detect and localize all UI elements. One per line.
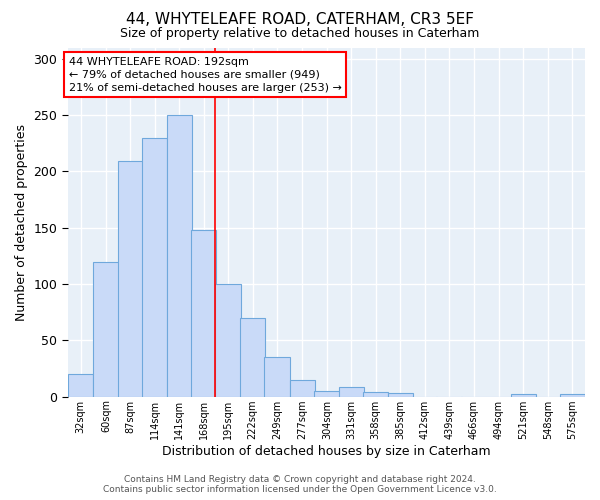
- Text: 44, WHYTELEAFE ROAD, CATERHAM, CR3 5EF: 44, WHYTELEAFE ROAD, CATERHAM, CR3 5EF: [126, 12, 474, 28]
- Bar: [191, 230, 217, 396]
- Bar: [388, 394, 413, 396]
- Bar: [142, 138, 167, 396]
- Bar: [338, 386, 364, 396]
- Bar: [363, 392, 388, 396]
- Text: 44 WHYTELEAFE ROAD: 192sqm
← 79% of detached houses are smaller (949)
21% of sem: 44 WHYTELEAFE ROAD: 192sqm ← 79% of deta…: [69, 56, 341, 93]
- Text: Contains HM Land Registry data © Crown copyright and database right 2024.
Contai: Contains HM Land Registry data © Crown c…: [103, 474, 497, 494]
- Bar: [93, 262, 119, 396]
- Text: Size of property relative to detached houses in Caterham: Size of property relative to detached ho…: [121, 28, 479, 40]
- Bar: [314, 391, 340, 396]
- Bar: [240, 318, 265, 396]
- Bar: [290, 380, 315, 396]
- Bar: [167, 115, 192, 396]
- Y-axis label: Number of detached properties: Number of detached properties: [15, 124, 28, 320]
- Bar: [68, 374, 93, 396]
- Bar: [215, 284, 241, 397]
- X-axis label: Distribution of detached houses by size in Caterham: Distribution of detached houses by size …: [162, 444, 491, 458]
- Bar: [265, 357, 290, 397]
- Bar: [511, 394, 536, 396]
- Bar: [118, 162, 143, 396]
- Bar: [560, 394, 585, 396]
